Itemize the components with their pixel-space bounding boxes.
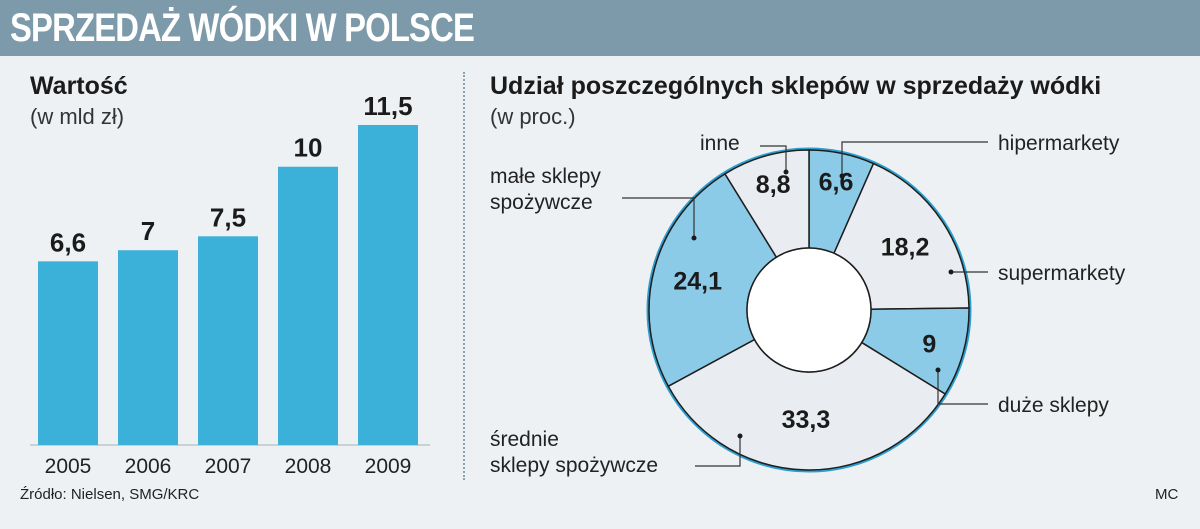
x-tick-label: 2005 xyxy=(45,455,92,478)
slice-category-label: supermarkety xyxy=(998,262,1126,285)
page-title: SPRZEDAŻ WÓDKI W POLSCE xyxy=(10,6,475,50)
bar-2007 xyxy=(198,236,258,445)
bar-2006 xyxy=(118,250,178,445)
panel-divider xyxy=(463,72,465,480)
leader-dot xyxy=(839,173,845,179)
donut-chart: 6,6 18,2 9 33,3 24,1 8,8 hipermarkety supermark… xyxy=(490,132,1126,477)
bar-value-label: 10 xyxy=(294,133,323,163)
leader-dot xyxy=(737,433,743,439)
donut-chart-title: Udział poszczególnych sklepów w sprzedaż… xyxy=(490,72,1102,100)
slice-category-label: sklepy spożywcze xyxy=(490,454,658,477)
bar-value-label: 7,5 xyxy=(210,202,246,232)
x-tick-label: 2007 xyxy=(205,455,252,478)
leader-line xyxy=(622,197,695,238)
bar-value-label: 7 xyxy=(141,216,155,246)
donut-chart-subtitle: (w proc.) xyxy=(490,104,576,129)
donut-outer-ring xyxy=(646,147,972,473)
bar-value-label: 6,6 xyxy=(50,227,86,257)
slice-category-label: hipermarkety xyxy=(998,132,1120,155)
leader-line xyxy=(937,370,988,405)
bar-2005 xyxy=(38,261,98,445)
slice-value-label: 6,6 xyxy=(819,169,854,197)
author-credit: MC xyxy=(1155,486,1179,503)
slice-category-label: duże sklepy xyxy=(998,394,1109,417)
title-bar: SPRZEDAŻ WÓDKI W POLSCE xyxy=(0,0,1200,56)
donut-hole xyxy=(746,247,872,373)
x-tick-label: 2008 xyxy=(285,455,332,478)
leader-dot xyxy=(783,169,789,175)
slice-value-label: 8,8 xyxy=(756,171,791,199)
bar-chart-title: Wartość xyxy=(30,72,128,100)
leader-dot xyxy=(935,367,941,373)
bar-2008 xyxy=(278,166,338,445)
leader-line xyxy=(760,145,787,172)
leader-line xyxy=(695,436,741,467)
leader-dot xyxy=(691,235,697,241)
leader-line xyxy=(841,141,988,176)
slice-category-label: małe sklepy xyxy=(490,165,601,188)
slice-value-label: 18,2 xyxy=(881,233,930,261)
bar-chart-subtitle: (w mld zł) xyxy=(30,104,125,129)
slice-category-label: inne xyxy=(700,132,740,155)
bar-value-label: 11,5 xyxy=(363,91,412,121)
slice-value-label: 33,3 xyxy=(782,406,831,434)
leader-dot xyxy=(948,269,954,275)
bar-2009 xyxy=(358,125,418,445)
slice-category-label: średnie xyxy=(490,428,559,451)
slice-value-label: 24,1 xyxy=(673,267,722,295)
bar-chart: 6,6 2005 7 2006 7,5 2007 10 2008 11,5 2009 xyxy=(30,91,430,478)
source-note: Źródło: Nielsen, SMG/KRC xyxy=(20,486,200,503)
slice-category-label: spożywcze xyxy=(490,191,593,214)
slice-value-label: 9 xyxy=(922,330,936,358)
x-tick-label: 2009 xyxy=(365,455,412,478)
x-tick-label: 2006 xyxy=(125,455,172,478)
